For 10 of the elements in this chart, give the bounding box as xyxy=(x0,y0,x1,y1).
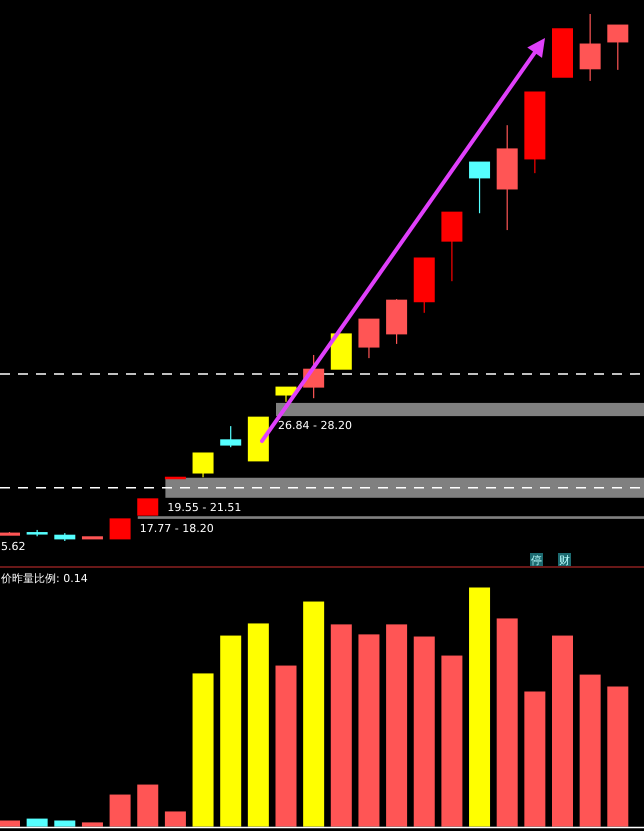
band-label: 19.55 - 21.51 xyxy=(167,500,242,514)
chart-title: 价昨量比例: 0.14 xyxy=(0,572,88,585)
band: 19.55 - 21.51 xyxy=(165,478,644,514)
band: 17.77 - 18.20 xyxy=(138,516,644,535)
badge: 财 xyxy=(558,553,571,567)
band-label: 17.77 - 18.20 xyxy=(140,522,214,535)
annotation: 5.62 xyxy=(1,540,26,553)
band: 26.84 - 28.20 xyxy=(276,402,644,432)
badge: 停 xyxy=(530,553,543,567)
band-label: 26.84 - 28.20 xyxy=(278,419,352,432)
